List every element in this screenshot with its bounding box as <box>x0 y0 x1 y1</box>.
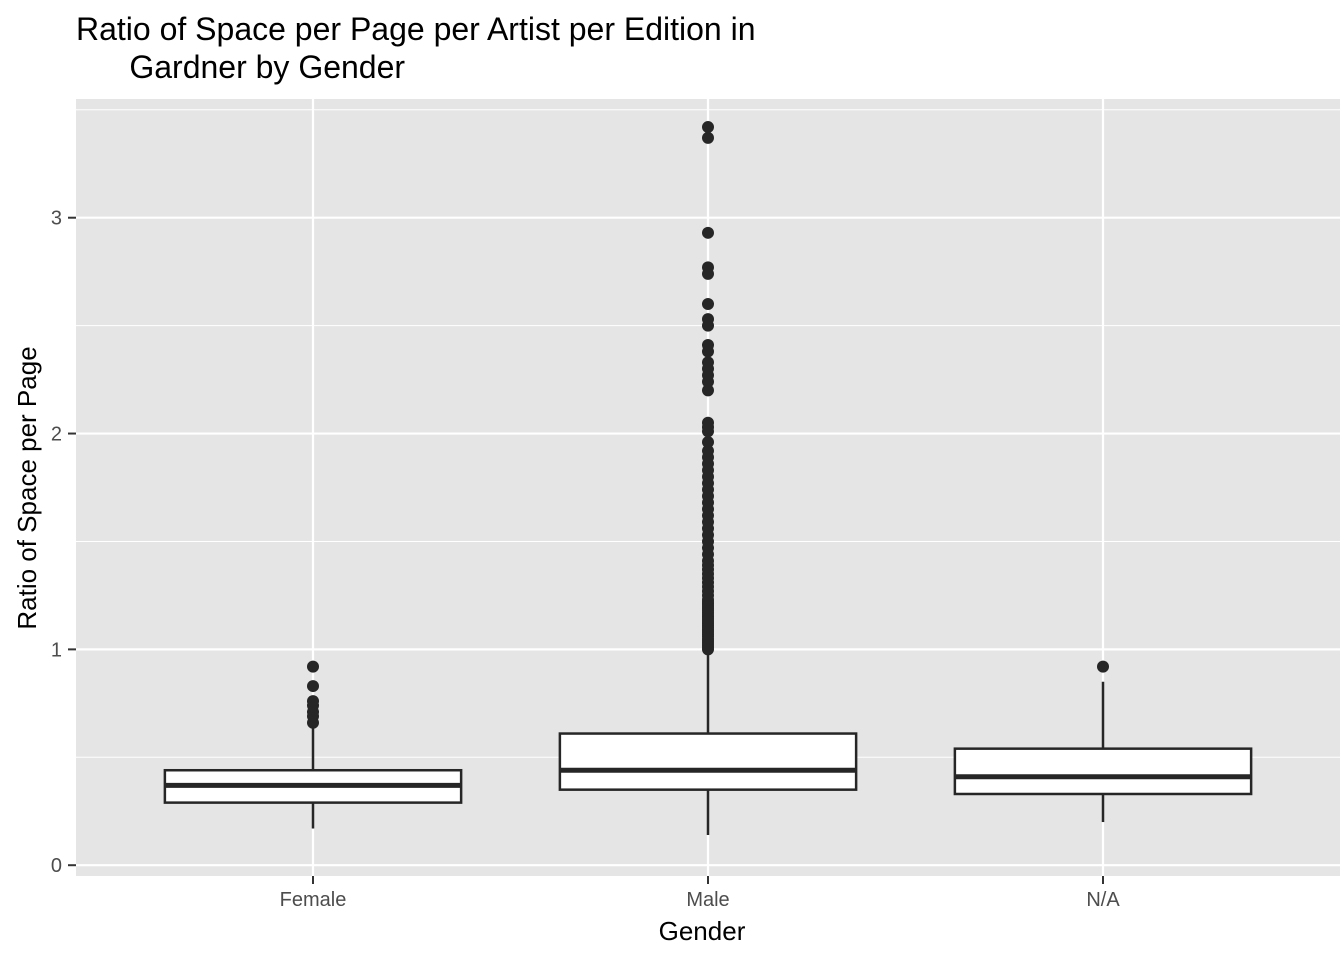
y-tick-label: 1 <box>51 639 62 661</box>
outlier-point <box>702 298 714 311</box>
x-axis-title: Gender <box>659 916 746 946</box>
y-axis-title: Ratio of Space per Page <box>12 346 42 629</box>
outlier-point <box>702 339 714 352</box>
outlier-point <box>702 356 714 369</box>
chart-title-line-1: Ratio of Space per Page per Artist per E… <box>76 11 756 47</box>
box-iqr <box>558 732 858 791</box>
x-axis: Female Male N/A <box>280 876 1120 911</box>
outlier-point <box>702 313 714 326</box>
outlier-point <box>702 384 714 397</box>
box-male <box>558 121 858 835</box>
y-tick-label: 0 <box>51 855 62 877</box>
outlier-point <box>307 660 319 673</box>
outlier-point <box>307 680 319 693</box>
outlier-point <box>702 131 714 144</box>
y-tick-label: 2 <box>51 424 62 446</box>
outlier-point <box>307 695 319 708</box>
box-series <box>163 121 1253 835</box>
outlier-point <box>702 121 714 134</box>
outlier-point <box>702 226 714 239</box>
y-axis: 0 1 2 3 <box>51 208 76 877</box>
outlier-point <box>702 416 714 429</box>
chart-title-line-2: Gardner by Gender <box>76 49 406 85</box>
outlier-point <box>702 261 714 274</box>
chart-title: Ratio of Space per Page per Artist per E… <box>76 10 756 86</box>
y-tick-label: 3 <box>51 208 62 230</box>
box-n-a <box>953 660 1253 823</box>
outlier-point <box>702 444 714 457</box>
x-tick-label: Female <box>280 889 347 911</box>
box-female <box>163 660 463 829</box>
x-tick-label: Male <box>686 889 729 911</box>
box-iqr <box>953 747 1253 796</box>
outlier-point <box>1097 660 1109 673</box>
outlier-point <box>702 436 714 449</box>
x-tick-label: N/A <box>1086 889 1120 911</box>
